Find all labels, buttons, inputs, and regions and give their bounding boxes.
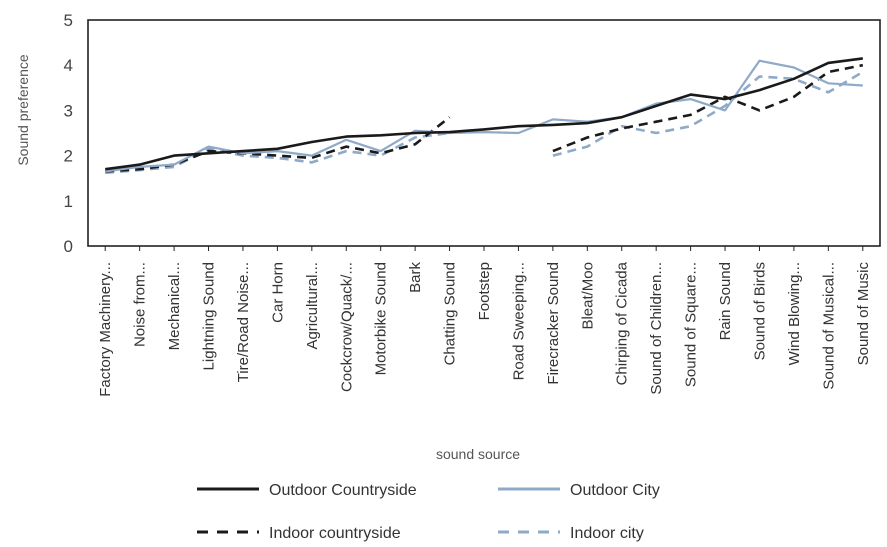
x-tick-label: Cockcrow/Quack/... — [338, 262, 355, 392]
x-tick-labels: Factory Machinery... Noise from... Mechani… — [97, 261, 872, 396]
x-tick-label: Bark — [407, 262, 424, 293]
legend-label: Outdoor Countryside — [269, 482, 417, 499]
x-axis-title: sound source — [436, 446, 520, 462]
x-tick-label: Sound of Birds — [751, 262, 768, 360]
y-tick-label: 5 — [64, 11, 73, 30]
legend-label: Outdoor City — [570, 482, 660, 499]
y-axis-title: Sound preference — [15, 54, 31, 166]
x-tick-label: Bleat/Moo — [579, 262, 596, 330]
legend-label: Indoor city — [570, 525, 644, 542]
x-tick-label: Sound of Children... — [648, 262, 665, 395]
y-tick-label: 3 — [64, 101, 73, 120]
x-tick-label: Firecracker Sound — [545, 262, 562, 385]
series-line-outdoor-city — [105, 59, 863, 173]
y-tick-label: 2 — [64, 147, 73, 166]
y-tick-labels: 0 1 2 3 4 5 — [64, 11, 73, 256]
x-tick-label: Sound of Square... — [683, 262, 700, 387]
x-tick-label: Tire/Road Noise... — [235, 262, 252, 382]
x-tick-label: Wind Blowing... — [786, 262, 803, 365]
x-tick-label: Motorbike Sound — [373, 262, 390, 375]
x-tick-label: Noise from... — [132, 262, 149, 347]
series-lines — [105, 57, 864, 175]
legend-label: Indoor countryside — [269, 525, 401, 542]
x-tick-label: Sound of Musical... — [820, 262, 837, 390]
x-tick-label: Mechanical... — [166, 262, 183, 350]
x-tick-label: Road Sweeping... — [510, 262, 527, 380]
x-tick-label: Lightning Sound — [201, 262, 218, 370]
series-line-indoor-city — [105, 70, 864, 175]
y-tick-label: 4 — [64, 56, 73, 75]
chart-axes — [87, 19, 881, 251]
x-tick-label: Agricultural... — [304, 262, 321, 350]
x-tick-label: Chirping of Cicada — [614, 261, 631, 385]
y-tick-label: 1 — [64, 192, 73, 211]
x-tick-label: Footstep — [476, 262, 493, 320]
x-tick-label: Sound of Music — [855, 262, 872, 366]
x-tick-label: Car Horn — [269, 262, 286, 323]
x-tick-label: Rain Sound — [717, 262, 734, 340]
chart-legend: Outdoor Countryside Outdoor City Indoor co… — [197, 482, 660, 542]
x-tick-label: Chatting Sound — [442, 262, 459, 365]
series-line-indoor-countryside — [105, 63, 864, 173]
series-line-outdoor-countryside — [105, 57, 863, 171]
x-tick-label: Factory Machinery... — [97, 262, 114, 397]
y-tick-label: 0 — [64, 237, 73, 256]
